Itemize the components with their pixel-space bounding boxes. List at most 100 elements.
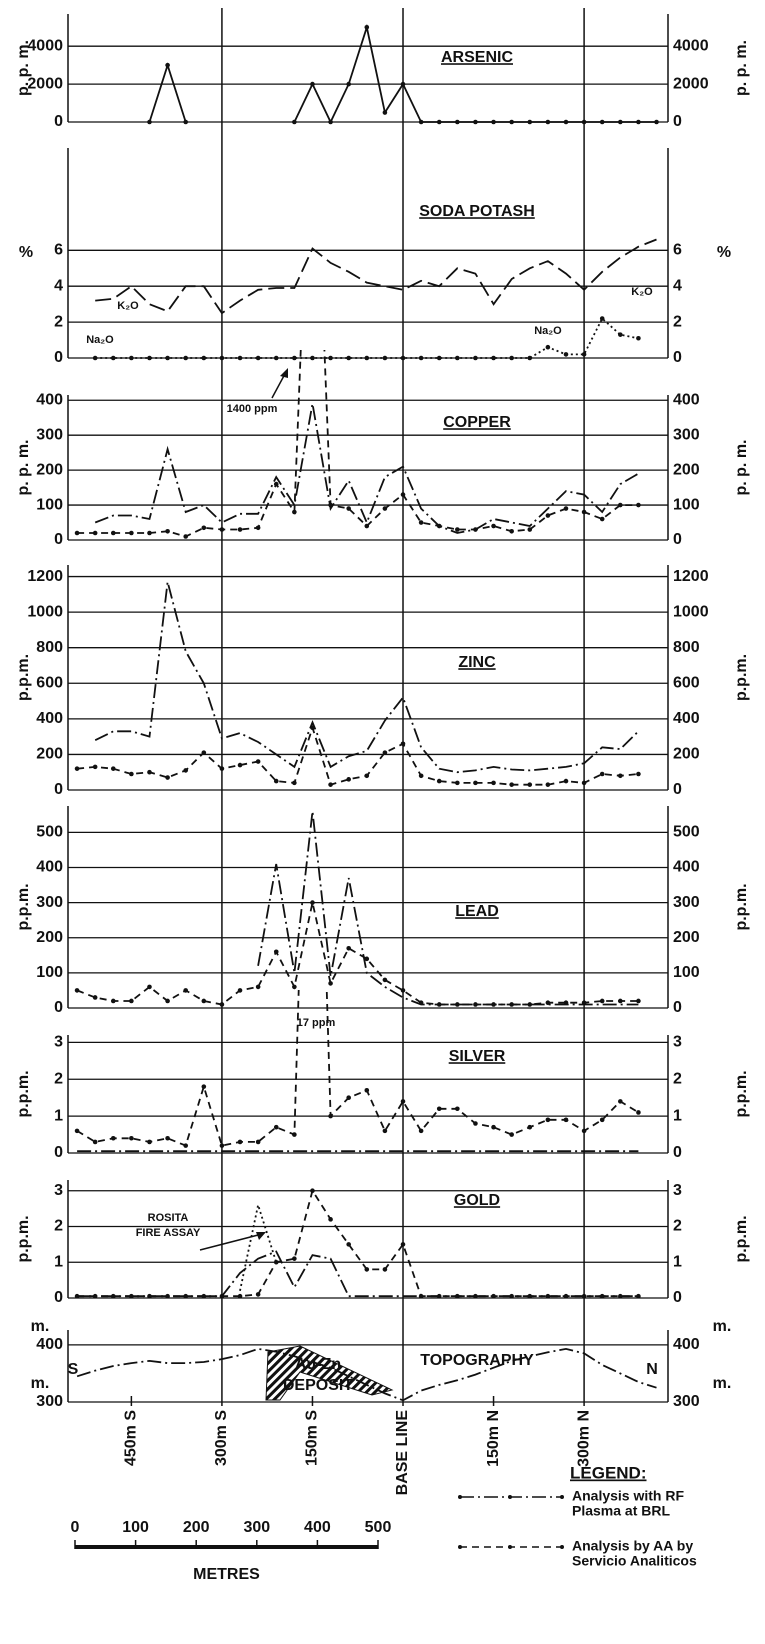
point xyxy=(165,355,170,361)
point xyxy=(255,525,261,531)
point xyxy=(74,1128,80,1134)
y2-tick-label: 2 xyxy=(673,1218,682,1235)
point xyxy=(636,119,641,125)
point xyxy=(328,1113,333,1119)
legend-label: Plasma at BRL xyxy=(572,1503,670,1519)
point xyxy=(255,1139,261,1145)
y-tick-label: 0 xyxy=(54,1289,63,1306)
point xyxy=(563,506,569,511)
point xyxy=(418,1293,424,1299)
point xyxy=(599,316,605,321)
point xyxy=(527,1002,533,1007)
point xyxy=(237,1293,243,1299)
point xyxy=(491,355,496,361)
y2-axis-label: p.p.m. xyxy=(733,654,750,701)
annotation: K₂O xyxy=(117,300,139,312)
point xyxy=(636,1293,641,1299)
point xyxy=(509,1293,514,1299)
point xyxy=(636,998,641,1004)
y2-tick-label: 200 xyxy=(673,746,700,763)
y-tick-label: 400 xyxy=(36,391,63,408)
point xyxy=(436,778,442,784)
y2-tick-label: 500 xyxy=(673,824,700,841)
point xyxy=(183,988,189,993)
point xyxy=(183,534,189,539)
y-tick-label: 3 xyxy=(54,1182,63,1199)
point xyxy=(147,355,152,361)
point xyxy=(147,1293,152,1299)
x-tick-label: 150m N xyxy=(485,1410,502,1467)
y2-tick-label: 4 xyxy=(673,277,682,294)
point xyxy=(618,1293,623,1299)
point xyxy=(147,119,152,125)
point xyxy=(310,355,315,361)
y-tick-label: 1000 xyxy=(27,603,63,620)
point xyxy=(382,355,388,361)
point xyxy=(473,355,478,361)
point xyxy=(92,355,98,361)
point xyxy=(527,119,533,125)
legend-dot xyxy=(560,1495,564,1499)
point xyxy=(292,984,297,990)
point xyxy=(74,530,80,536)
point xyxy=(110,355,116,361)
point xyxy=(618,502,623,508)
panel-title: ZINC xyxy=(458,654,496,671)
y2-tick-label: 6 xyxy=(673,242,682,259)
y-tick-label: 200 xyxy=(36,929,63,946)
point xyxy=(618,119,623,125)
point xyxy=(292,509,297,515)
point xyxy=(509,528,514,534)
y-tick-label: 300 xyxy=(36,894,63,911)
point xyxy=(436,119,442,125)
point xyxy=(455,1106,460,1112)
point xyxy=(292,1256,297,1261)
y2-axis-label: p.p.m. xyxy=(733,883,750,930)
annotation: Na₂O xyxy=(86,334,114,346)
point xyxy=(527,1293,533,1299)
point xyxy=(292,355,297,361)
y2-tick-label: 2 xyxy=(673,1070,682,1087)
point xyxy=(364,773,370,779)
point xyxy=(473,1293,478,1299)
point xyxy=(110,1293,116,1299)
point xyxy=(455,527,460,532)
point xyxy=(563,119,569,125)
y-tick-label: 2 xyxy=(54,1070,63,1087)
point xyxy=(364,523,370,529)
point xyxy=(165,1293,170,1299)
point xyxy=(436,1002,442,1007)
y-axis-label: p.p.m. xyxy=(15,883,32,930)
y-axis-label: % xyxy=(19,244,33,261)
series-line xyxy=(239,1201,278,1291)
point xyxy=(527,1124,533,1130)
point xyxy=(328,981,333,986)
y-tick-label: 4 xyxy=(54,277,63,294)
series-name: FIRE ASSAY xyxy=(136,1227,201,1239)
series-line xyxy=(77,1250,639,1298)
point xyxy=(545,344,551,350)
point xyxy=(455,1002,460,1007)
deposit-hatch xyxy=(265,1345,394,1401)
point xyxy=(183,768,189,773)
point xyxy=(255,759,261,764)
y2-tick-label: 2 xyxy=(673,313,682,330)
point xyxy=(92,1293,98,1299)
point xyxy=(473,527,478,532)
y2-tick-label: 300 xyxy=(673,894,700,911)
point xyxy=(237,762,243,768)
point xyxy=(509,119,514,125)
point xyxy=(618,998,623,1004)
point xyxy=(382,1267,388,1272)
y-tick-label: 300 xyxy=(36,426,63,443)
y2-tick-label: 1 xyxy=(673,1253,682,1270)
annotation: 1400 ppm xyxy=(227,403,278,415)
point xyxy=(129,771,134,777)
point xyxy=(328,1217,333,1222)
point xyxy=(129,998,134,1004)
y-axis-label: p.p.m. xyxy=(15,1070,32,1117)
y2-tick-label: 200 xyxy=(673,461,700,478)
point xyxy=(527,782,533,787)
point xyxy=(237,1139,243,1145)
